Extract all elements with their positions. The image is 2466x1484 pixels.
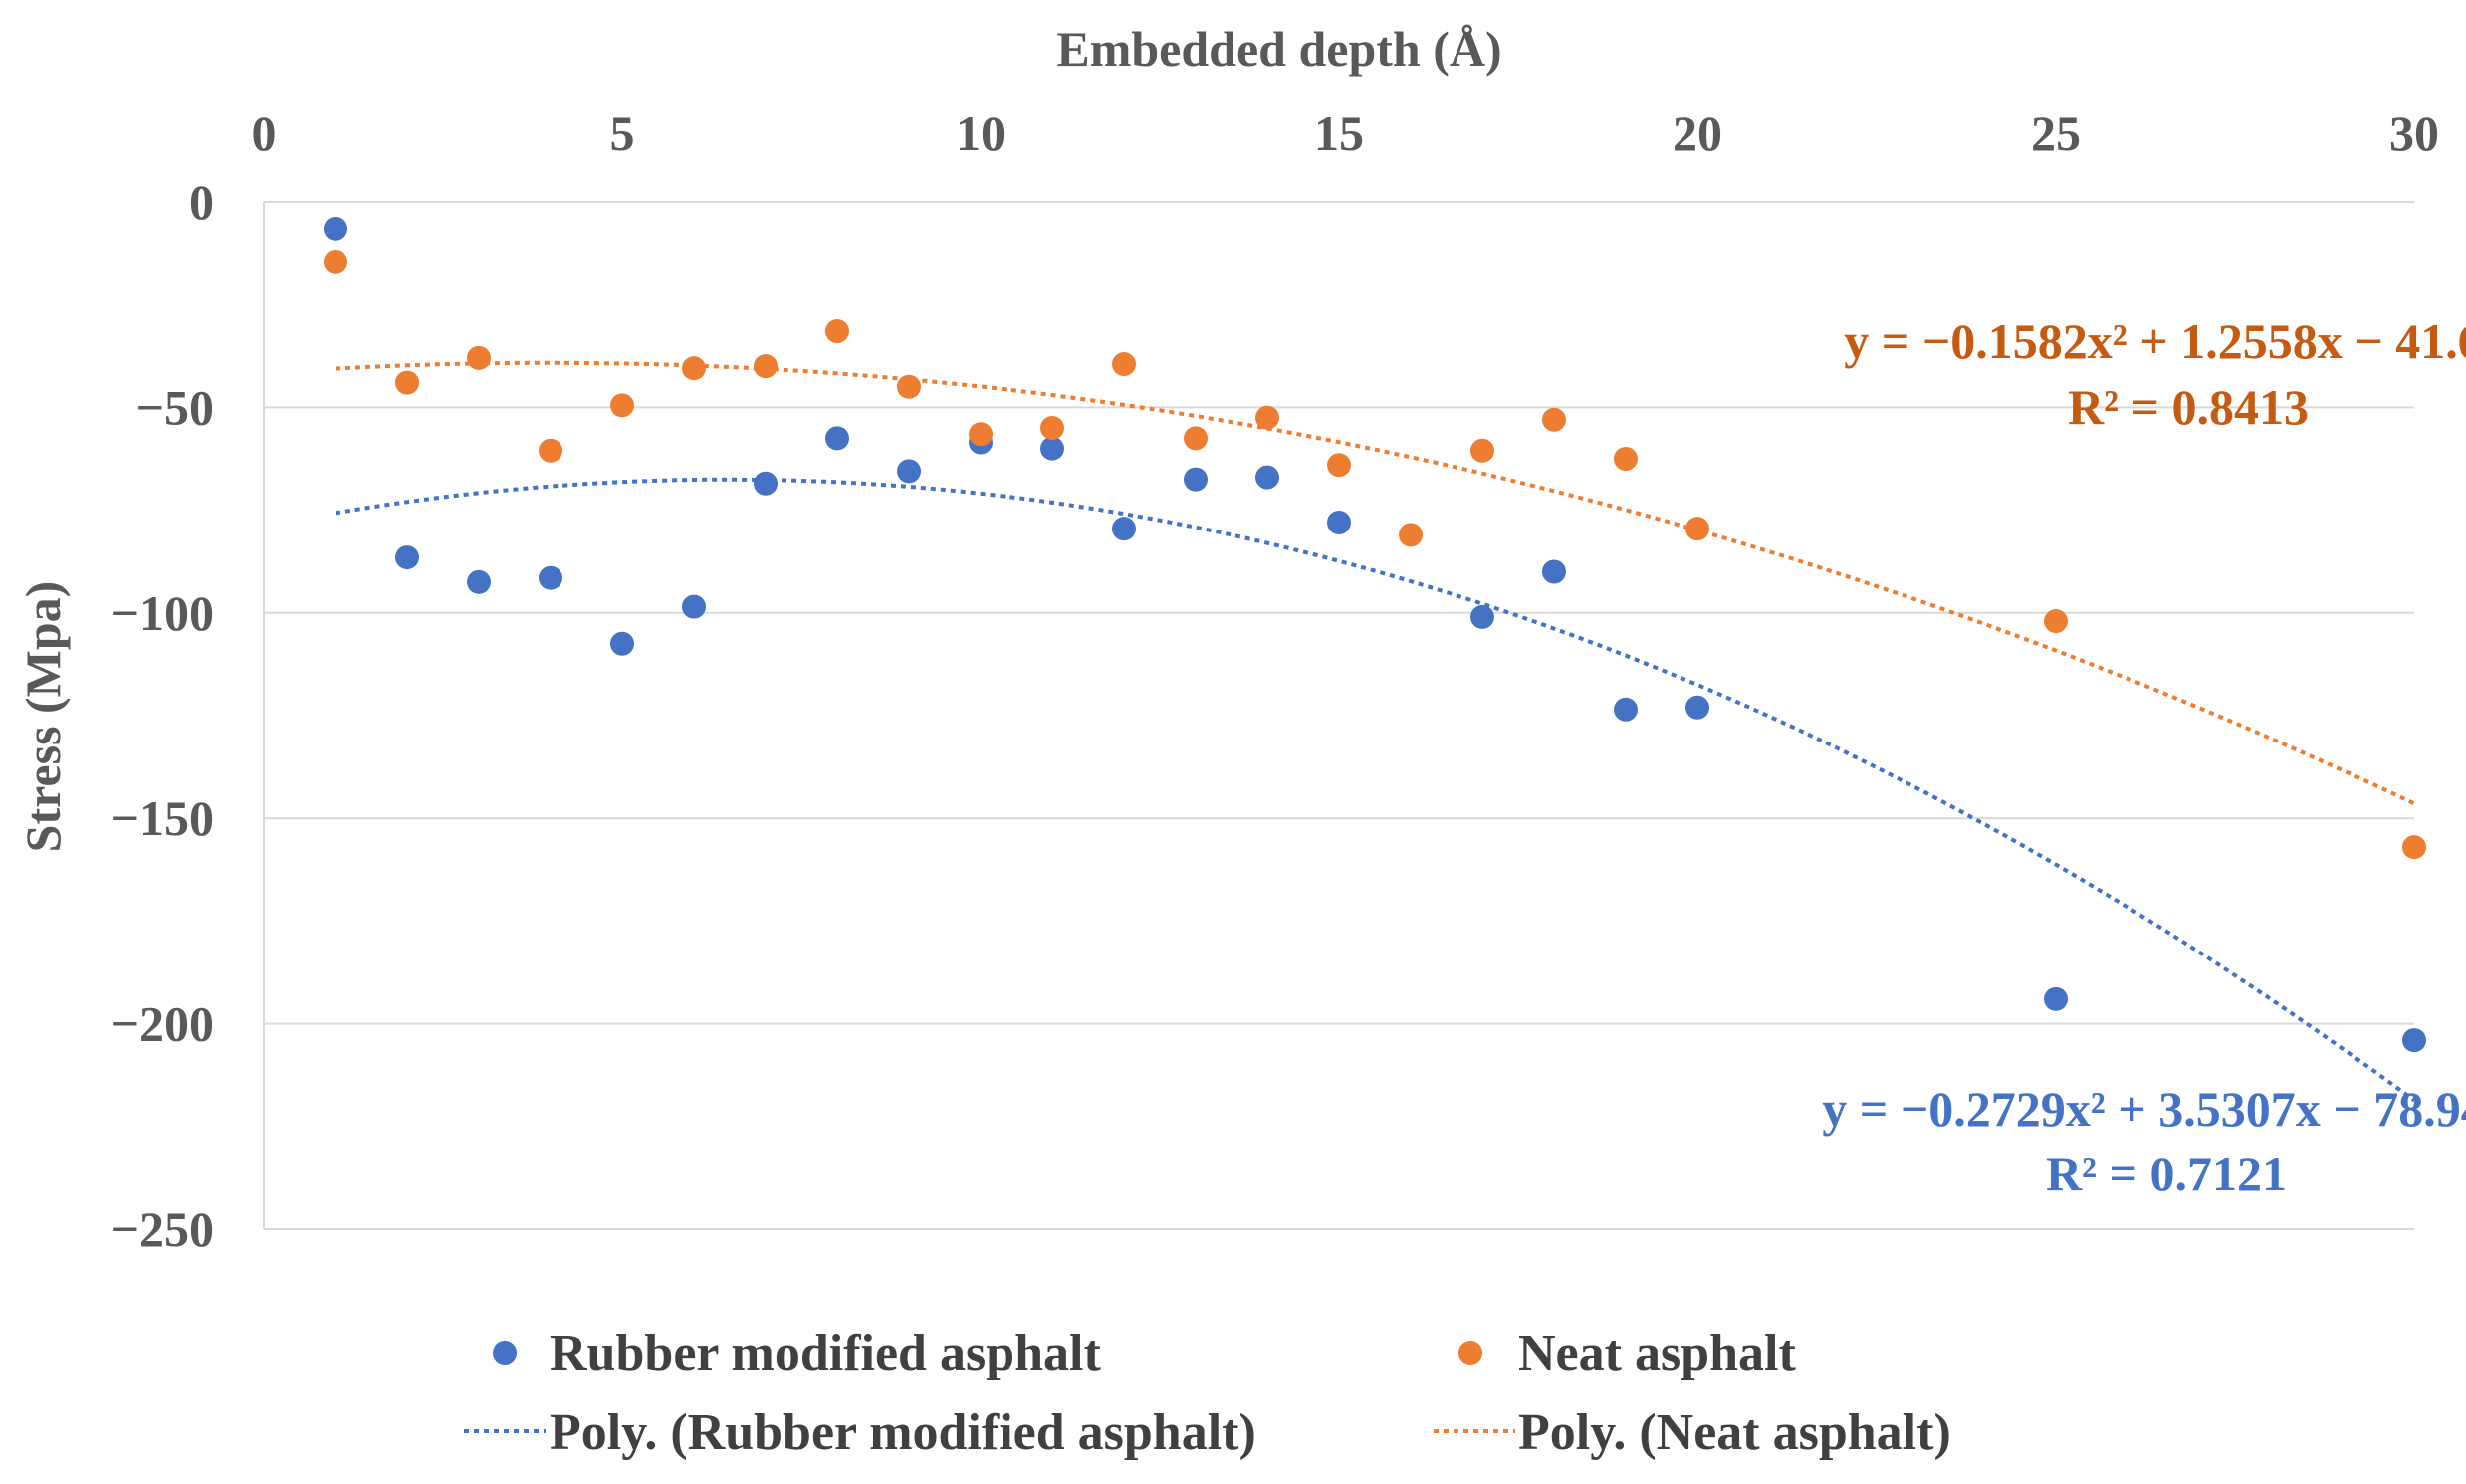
rubber-data-point <box>1614 697 1638 722</box>
neat-data-point <box>1112 352 1136 377</box>
rubber-data-point <box>1542 559 1566 584</box>
neat-data-point <box>324 249 347 274</box>
rubber-trend-equation: y = −0.2729x² + 3.5307x − 78.944 <box>1822 1081 2466 1137</box>
rubber-data-point <box>1040 436 1064 461</box>
neat-trendline <box>335 360 2415 806</box>
rubber-data-point <box>825 426 849 451</box>
neat-data-point <box>610 393 634 418</box>
trendlines <box>335 360 2416 1103</box>
neat-data-point <box>1470 438 1494 463</box>
neat-data-point <box>1255 405 1279 430</box>
neat-equation-label: y = −0.1582x² + 1.2558x − 41.684 R² = 0.… <box>1844 314 2466 435</box>
x-tick-label: 15 <box>1314 106 1364 161</box>
neat-data-point <box>897 374 921 399</box>
rubber-data-point <box>682 594 706 619</box>
neat-data-point <box>1542 407 1566 432</box>
neat-data-point <box>1399 523 1423 547</box>
rubber-data-point <box>395 545 419 570</box>
rubber-data-point <box>467 569 491 594</box>
legend-marker-neat <box>1458 1341 1482 1365</box>
neat-data-point <box>969 422 993 447</box>
neat-data-point <box>467 345 491 370</box>
x-tick-label: 25 <box>2031 106 2081 161</box>
rubber-data-point <box>610 631 634 656</box>
rubber-data-point <box>1327 510 1351 534</box>
rubber-data-point <box>324 216 347 241</box>
rubber-data-point <box>1184 467 1208 492</box>
legend-item-rubber: Rubber modified asphalt <box>493 1325 1102 1381</box>
legend-label-neat-trend: Poly. (Neat asphalt) <box>1518 1404 1951 1461</box>
rubber-trendline <box>335 477 2416 1103</box>
x-tick-label: 5 <box>610 106 635 161</box>
neat-data-point <box>2044 609 2068 634</box>
neat-data-point <box>1614 447 1638 471</box>
x-tick-label: 10 <box>956 106 1006 161</box>
rubber-data-point <box>897 459 921 484</box>
rubber-data-point <box>754 471 778 496</box>
rubber-data-point <box>2402 1028 2426 1053</box>
rubber-data-point <box>539 565 562 590</box>
neat-data-point <box>825 319 849 344</box>
legend-item-neat: Neat asphalt <box>1458 1325 1796 1381</box>
rubber-data-point <box>1470 604 1494 629</box>
neat-trend-r2: R² = 0.8413 <box>2068 379 2309 435</box>
neat-data-point <box>1184 426 1208 451</box>
neat-data-point <box>1685 517 1709 541</box>
y-tick-label: −150 <box>112 790 215 846</box>
rubber-data-point <box>1685 695 1709 720</box>
neat-data-point <box>395 370 419 395</box>
y-tick-label: −100 <box>112 585 215 641</box>
x-axis-title: Embedded depth (Å) <box>1056 21 1501 77</box>
rubber-data-point <box>1112 517 1136 541</box>
rubber-data-point <box>1255 465 1279 490</box>
y-tick-label: 0 <box>189 174 214 230</box>
y-tick-label: −50 <box>136 379 215 435</box>
legend-label-rubber-trend: Poly. (Rubber modified asphalt) <box>550 1404 1256 1461</box>
axis-ticks: 0 −50 −100 −150 −200 −250 0 5 10 15 20 25 30 <box>112 106 2440 1257</box>
y-axis-title: Stress (Mpa) <box>15 581 71 853</box>
x-tick-label: 0 <box>252 106 277 161</box>
x-tick-label: 30 <box>2389 106 2439 161</box>
y-tick-label: −250 <box>112 1201 215 1257</box>
rubber-trend-r2: R² = 0.7121 <box>2046 1146 2287 1201</box>
neat-trend-equation: y = −0.1582x² + 1.2558x − 41.684 <box>1844 314 2466 369</box>
neat-data-point <box>539 438 562 463</box>
legend-marker-rubber <box>493 1341 517 1365</box>
rubber-equation-label: y = −0.2729x² + 3.5307x − 78.944 R² = 0.… <box>1822 1081 2466 1201</box>
legend-label-rubber: Rubber modified asphalt <box>550 1325 1102 1381</box>
legend: Rubber modified asphalt Neat asphalt Pol… <box>464 1325 1951 1461</box>
neat-data-point <box>682 356 706 381</box>
neat-data-point <box>2402 835 2426 860</box>
neat-data-point <box>1040 416 1064 441</box>
rubber-data-point <box>2044 986 2068 1011</box>
x-tick-label: 20 <box>1673 106 1722 161</box>
data-points <box>324 216 2426 1053</box>
neat-data-point <box>1327 453 1351 478</box>
y-tick-label: −200 <box>112 996 215 1052</box>
neat-data-point <box>754 354 778 379</box>
legend-item-rubber-trend: Poly. (Rubber modified asphalt) <box>464 1404 1256 1461</box>
legend-item-neat-trend: Poly. (Neat asphalt) <box>1434 1404 1951 1461</box>
legend-label-neat: Neat asphalt <box>1518 1325 1796 1381</box>
